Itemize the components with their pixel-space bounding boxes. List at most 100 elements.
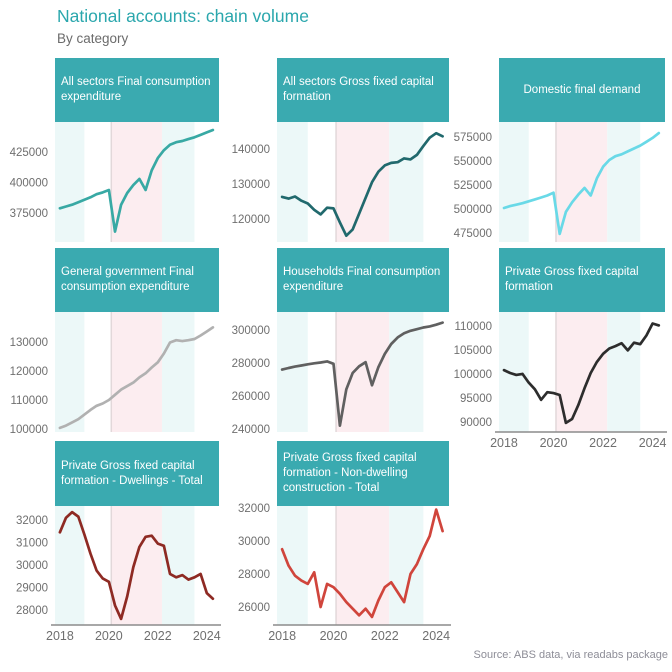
period-band [389, 506, 424, 625]
y-tick-label: 240000 [232, 424, 270, 436]
panel-header: All sectors Final consumption expenditur… [55, 58, 219, 122]
source-note: Source: ABS data, via readabs package [473, 649, 668, 661]
period-band [55, 506, 85, 625]
period-band [111, 312, 162, 432]
panel-plot: 375000 400000 425000 [10, 122, 219, 242]
panel-header: Private Gross fixed capital formation - … [277, 441, 449, 506]
period-band [389, 122, 424, 242]
data-line [280, 508, 444, 619]
x-tick-label: 2020 [95, 629, 123, 643]
panel-title: Domestic final demand [523, 83, 641, 96]
x-tick-label: 2022 [144, 629, 172, 643]
panel-plot: 28000 29000 30000 31000 32000 2018 2020 2022 202… [16, 506, 221, 643]
data-line [58, 128, 215, 233]
panel-title: Private Gross fixed capital formation - … [61, 459, 203, 487]
y-tick-label: 26000 [238, 602, 270, 614]
panel-header: Households Final consumption expenditure [277, 248, 449, 312]
period-band [277, 506, 308, 625]
panel-plot: 120000 130000 140000 [232, 122, 449, 242]
period-band [55, 312, 85, 432]
y-tick-label: 110000 [454, 321, 492, 333]
panel-title: General government Final consumption exp… [61, 266, 194, 293]
panel-canvas: 240000 260000 280000 300000 [232, 312, 444, 436]
period-band [55, 122, 85, 242]
panel-canvas: 26000 28000 30000 32000 2018 2020 2022 2024 [238, 503, 451, 643]
data-line [280, 131, 444, 238]
panel-title: All sectors Gross fixed capital formatio… [283, 76, 434, 103]
y-tick-label: 29000 [16, 582, 48, 594]
panel-header: All sectors Gross fixed capital formatio… [277, 58, 449, 122]
y-tick-label: 100000 [10, 424, 48, 436]
y-tick-label: 28000 [16, 605, 48, 617]
panel-header: Domestic final demand [499, 58, 665, 122]
x-tick-label: 2020 [540, 436, 568, 450]
x-tick-label: 2024 [639, 436, 667, 450]
y-tick-label: 280000 [232, 358, 270, 370]
y-tick-label: 105000 [454, 345, 492, 357]
period-band [111, 506, 162, 625]
data-line [502, 131, 661, 236]
panel-title: All sectors Final consumption expenditur… [61, 76, 211, 103]
x-tick-label: 2024 [193, 629, 221, 643]
page-subtitle: By category [57, 31, 129, 46]
y-tick-label: 120000 [10, 366, 48, 378]
panel-plot: 475000 500000 525000 550000 575000 [454, 122, 665, 242]
y-tick-label: 32000 [16, 515, 48, 527]
y-tick-label: 425000 [10, 147, 48, 159]
panel-canvas: 375000 400000 425000 [10, 122, 215, 242]
data-line [280, 321, 444, 428]
panel-header: General government Final consumption exp… [55, 248, 219, 312]
y-tick-label: 30000 [238, 536, 270, 548]
y-tick-label: 32000 [238, 503, 270, 515]
panel-plot: 240000 260000 280000 300000 [232, 312, 449, 436]
panel-canvas: 120000 130000 140000 [232, 122, 444, 242]
data-line [58, 510, 215, 621]
y-tick-label: 130000 [10, 337, 48, 349]
y-tick-label: 130000 [232, 179, 270, 191]
x-tick-label: 2022 [589, 436, 617, 450]
panel-plot: 90000 95000 100000 105000 110000 2018 2020 2022… [454, 312, 667, 450]
panel-title: Households Final consumption expenditure [283, 266, 441, 293]
period-band [607, 122, 641, 242]
panel-header: Private Gross fixed capital formation - … [55, 441, 219, 506]
y-tick-label: 140000 [232, 144, 270, 156]
panel-plot: 100000 110000 120000 130000 [10, 312, 219, 436]
panel-canvas: 475000 500000 525000 550000 575000 [454, 122, 661, 242]
page-title: National accounts: chain volume [57, 6, 309, 26]
y-tick-label: 525000 [454, 180, 492, 192]
panel-title: Private Gross fixed capital formation [505, 266, 639, 293]
y-tick-label: 110000 [10, 395, 48, 407]
period-band [555, 122, 608, 242]
y-tick-label: 260000 [232, 391, 270, 403]
y-tick-label: 100000 [454, 369, 492, 381]
period-band [336, 312, 390, 432]
x-tick-label: 2024 [422, 629, 450, 643]
period-band [161, 312, 195, 432]
x-tick-label: 2018 [46, 629, 74, 643]
panel-header: Private Gross fixed capital formation [499, 248, 665, 312]
period-band [277, 312, 308, 432]
y-tick-label: 31000 [16, 537, 48, 549]
period-band [607, 312, 641, 432]
y-tick-label: 575000 [454, 132, 492, 144]
panel-canvas: 100000 110000 120000 130000 [10, 312, 215, 436]
data-line [502, 322, 661, 425]
panel-title: Private Gross fixed capital formation - … [283, 452, 417, 494]
x-tick-label: 2020 [320, 629, 348, 643]
y-tick-label: 28000 [238, 569, 270, 581]
y-tick-label: 400000 [10, 178, 48, 190]
y-tick-label: 550000 [454, 156, 492, 168]
period-band [499, 312, 529, 432]
data-line [58, 326, 215, 430]
period-band [277, 122, 308, 242]
y-tick-label: 30000 [16, 560, 48, 572]
x-tick-label: 2018 [268, 629, 296, 643]
y-tick-label: 120000 [232, 214, 270, 226]
panel-canvas: 28000 29000 30000 31000 32000 2018 2020 2022 202… [16, 506, 221, 643]
x-tick-label: 2022 [371, 629, 399, 643]
period-band [336, 122, 390, 242]
y-tick-label: 375000 [10, 208, 48, 220]
y-tick-label: 90000 [460, 417, 492, 429]
period-band [499, 122, 529, 242]
